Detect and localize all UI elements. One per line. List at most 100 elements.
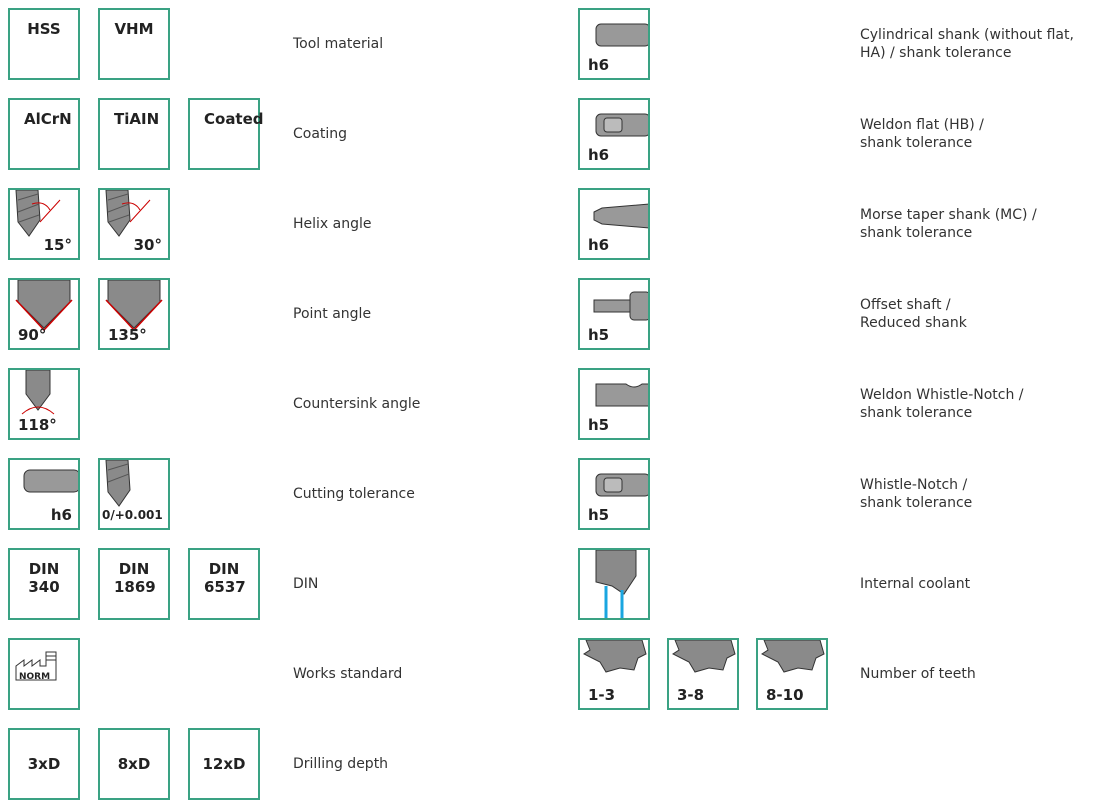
icon-text: h6 xyxy=(588,146,610,164)
icon-art xyxy=(761,640,825,673)
icon-text: h6 xyxy=(588,236,610,254)
icon-box: h6 xyxy=(8,458,80,530)
icon-text: h5 xyxy=(588,416,610,434)
icon-box: TiAIN xyxy=(98,98,170,170)
icon-box: h6 xyxy=(578,98,650,170)
description: Number of teeth xyxy=(860,666,976,682)
icon-box: Coated xyxy=(188,98,264,170)
icon-text: h6 xyxy=(588,56,610,74)
icon-text: HSS xyxy=(27,20,61,38)
icon-box: NORM xyxy=(8,638,80,710)
icon-art xyxy=(672,640,736,673)
icon-text: VHM xyxy=(114,20,154,38)
icon-art xyxy=(17,193,40,223)
description: Works standard xyxy=(293,666,403,682)
icon-text: h5 xyxy=(588,326,610,344)
icon-text: AlCrN xyxy=(24,110,72,128)
icon-art xyxy=(15,190,61,237)
icon-box: 118° xyxy=(8,368,80,440)
icon-text: DIN 6537 xyxy=(204,560,246,596)
icon-text: 12xD xyxy=(202,755,246,773)
icon-art xyxy=(105,299,163,332)
icon-art xyxy=(105,190,131,237)
icon-text: 135° xyxy=(108,326,147,344)
icon-art xyxy=(15,280,73,332)
description: Weldon flat (HB) / shank tolerance xyxy=(860,117,984,151)
icon-box xyxy=(578,548,650,620)
description: Coating xyxy=(293,126,348,142)
icon-box: h5 xyxy=(578,458,650,530)
icon-box: DIN 1869 xyxy=(98,548,170,620)
description: Countersink angle xyxy=(293,396,421,412)
description: Helix angle xyxy=(293,216,372,232)
icon-box: 1-3 xyxy=(578,638,650,710)
icon-box: 8-10 xyxy=(756,638,828,710)
icon-art xyxy=(39,199,61,223)
description: Cylindrical shank (without flat, HA) / s… xyxy=(860,27,1074,61)
icon-text: DIN 340 xyxy=(28,560,60,596)
icon-box: DIN 340 xyxy=(8,548,80,620)
icon-art xyxy=(593,203,648,229)
description: Weldon Whistle-Notch / shank tolerance xyxy=(860,387,1024,421)
icon-text: 0/+0.001 xyxy=(102,508,163,522)
icon-art xyxy=(595,113,648,137)
description: Point angle xyxy=(293,306,372,322)
icon-art xyxy=(603,477,623,493)
icon-art xyxy=(15,299,73,332)
description: Drilling depth xyxy=(293,756,389,772)
icon-text: 30° xyxy=(133,236,162,254)
icon-art xyxy=(595,550,637,618)
icon-art xyxy=(21,406,55,415)
icon-box: h6 xyxy=(578,188,650,260)
icon-text: NORM xyxy=(19,672,51,682)
icon-art xyxy=(17,280,71,329)
icon-art xyxy=(23,469,78,493)
icon-box: AlCrN xyxy=(8,98,80,170)
icon-box: 90° xyxy=(8,278,80,350)
icon-art xyxy=(107,193,130,223)
icon-art xyxy=(21,370,55,415)
icon-art xyxy=(761,640,825,673)
icon-box: 3xD xyxy=(8,728,80,800)
icon-art xyxy=(595,383,648,407)
icon-art xyxy=(129,199,151,223)
icon-text: DIN 1869 xyxy=(114,560,156,596)
icon-art xyxy=(46,655,56,661)
icon-art xyxy=(23,469,78,493)
icon-art xyxy=(595,383,648,407)
icon-box: h5 xyxy=(578,368,650,440)
icon-box: 12xD xyxy=(188,728,260,800)
icon-art xyxy=(595,23,648,47)
icon-art xyxy=(595,473,648,497)
icon-text: 3xD xyxy=(27,755,61,773)
icon-text: 3-8 xyxy=(677,686,705,704)
icon-art xyxy=(105,460,131,507)
icon-art xyxy=(15,651,57,681)
icon-box: DIN 6537 xyxy=(188,548,260,620)
icon-art xyxy=(593,291,648,321)
description: Whistle-Notch / shank tolerance xyxy=(860,477,973,511)
icon-text: TiAIN xyxy=(114,110,160,128)
icon-box: 30° xyxy=(98,188,170,260)
icon-text: 15° xyxy=(43,236,72,254)
icon-art xyxy=(107,280,161,329)
icon-text: 90° xyxy=(18,326,47,344)
description: Offset shaft / Reduced shank xyxy=(860,297,967,331)
icon-box: VHM xyxy=(98,8,170,80)
icon-art xyxy=(593,299,635,313)
icon-text: h5 xyxy=(588,506,610,524)
icon-art xyxy=(593,203,648,229)
icon-box: 0/+0.001 xyxy=(98,458,170,530)
icon-box: HSS xyxy=(8,8,80,80)
icon-art xyxy=(105,190,151,237)
icon-art xyxy=(31,202,51,211)
icon-art xyxy=(583,640,647,673)
icon-art xyxy=(629,291,648,321)
icon-box: 8xD xyxy=(98,728,170,800)
icon-art xyxy=(604,586,624,618)
icon-box: h6 xyxy=(578,8,650,80)
icon-art xyxy=(105,460,131,507)
icon-art xyxy=(603,117,623,133)
icon-box: 15° xyxy=(8,188,80,260)
